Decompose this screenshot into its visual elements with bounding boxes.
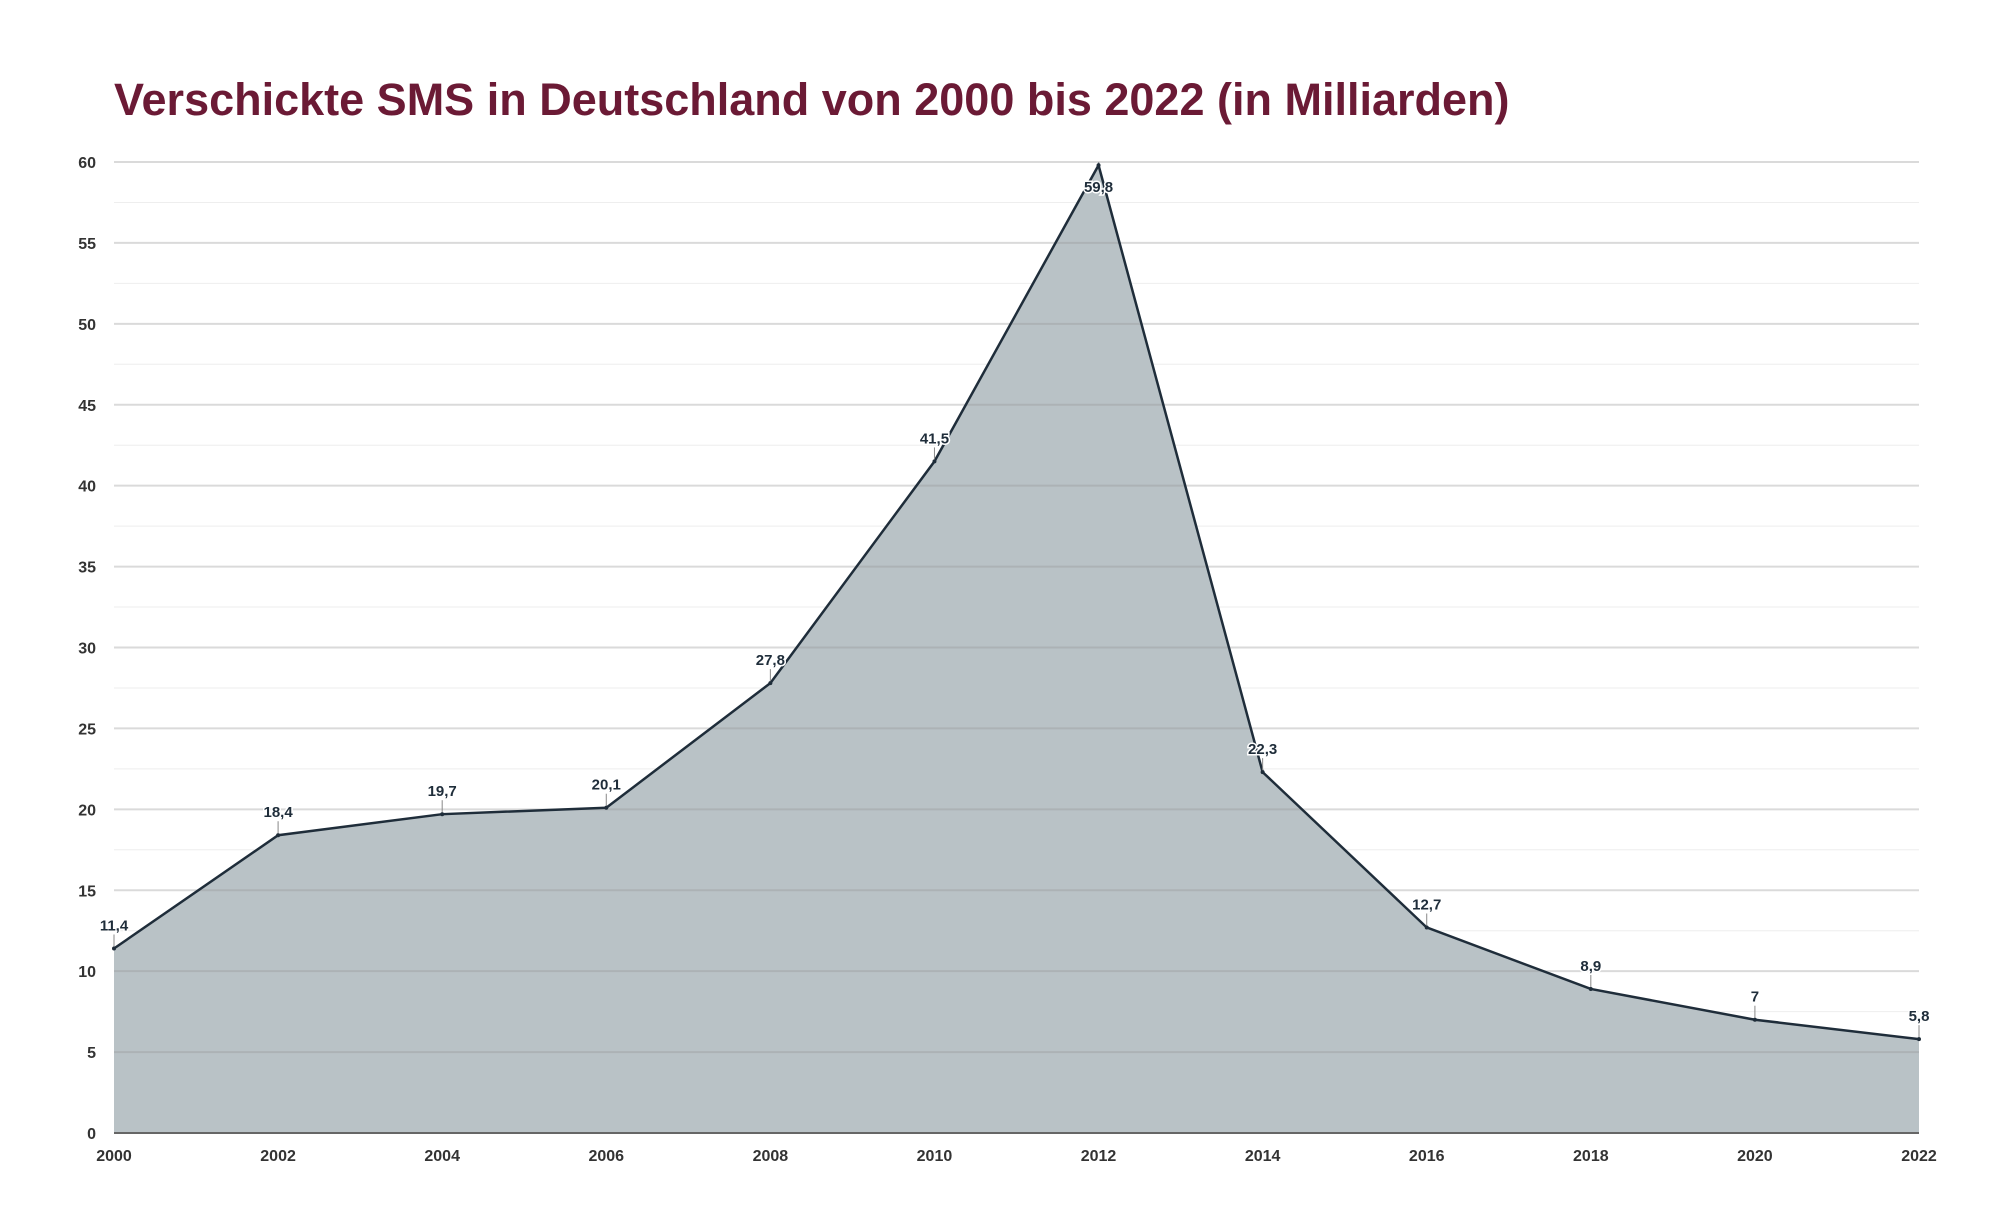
area-fill — [114, 165, 1919, 1133]
y-tick-label: 40 — [78, 479, 96, 496]
x-tick-label: 2008 — [753, 1148, 789, 1165]
x-tick-label: 2014 — [1245, 1148, 1281, 1165]
data-label: 41,5 — [920, 430, 949, 447]
series-line — [113, 161, 1920, 1041]
data-point — [1096, 163, 1101, 168]
y-tick-label: 60 — [78, 155, 96, 172]
y-tick-label: 55 — [78, 236, 96, 253]
y-tick-label: 35 — [78, 560, 96, 577]
data-point — [1917, 1037, 1921, 1042]
x-tick-label: 2016 — [1409, 1148, 1445, 1165]
x-tick-label: 2020 — [1737, 1148, 1773, 1165]
data-point — [440, 812, 445, 817]
y-tick-label: 20 — [78, 802, 96, 819]
data-label: 22,3 — [1248, 741, 1277, 758]
data-point — [932, 459, 937, 464]
x-tick-label: 2002 — [260, 1148, 296, 1165]
x-tick-label: 2000 — [96, 1148, 132, 1165]
data-point — [768, 681, 773, 686]
chart-title: Verschickte SMS in Deutschland von 2000 … — [114, 74, 1510, 125]
data-label: 8,9 — [1580, 958, 1601, 975]
y-tick-label: 15 — [78, 883, 96, 900]
data-point — [112, 946, 116, 951]
data-point — [604, 805, 609, 810]
data-label: 11,4 — [100, 918, 129, 935]
data-label: 7 — [1751, 989, 1759, 1006]
data-label: 20,1 — [592, 777, 621, 794]
x-tick-label: 2004 — [424, 1148, 460, 1165]
data-label: 59,8 — [1084, 179, 1113, 196]
x-tick-label: 2012 — [1081, 1148, 1117, 1165]
data-label: 5,8 — [1909, 1008, 1930, 1025]
x-tick-label: 2006 — [588, 1148, 624, 1165]
data-label: 19,7 — [428, 783, 457, 800]
data-point — [1424, 925, 1429, 930]
y-tick-label: 0 — [87, 1126, 96, 1143]
data-label: 12,7 — [1412, 896, 1441, 913]
data-point — [1588, 986, 1593, 991]
y-tick-label: 30 — [78, 641, 96, 658]
y-tick-label: 10 — [78, 964, 96, 981]
data-point — [276, 833, 281, 838]
data-point — [1260, 770, 1265, 775]
y-tick-label: 45 — [78, 398, 96, 415]
data-label: 27,8 — [756, 652, 785, 669]
x-tick-label: 2018 — [1573, 1148, 1609, 1165]
y-tick-label: 5 — [87, 1045, 96, 1062]
data-label: 18,4 — [263, 804, 293, 821]
x-tick-label: 2022 — [1901, 1148, 1937, 1165]
x-tick-label: 2010 — [917, 1148, 953, 1165]
y-tick-label: 25 — [78, 721, 96, 738]
y-tick-label: 50 — [78, 317, 96, 334]
data-point — [1752, 1017, 1757, 1022]
